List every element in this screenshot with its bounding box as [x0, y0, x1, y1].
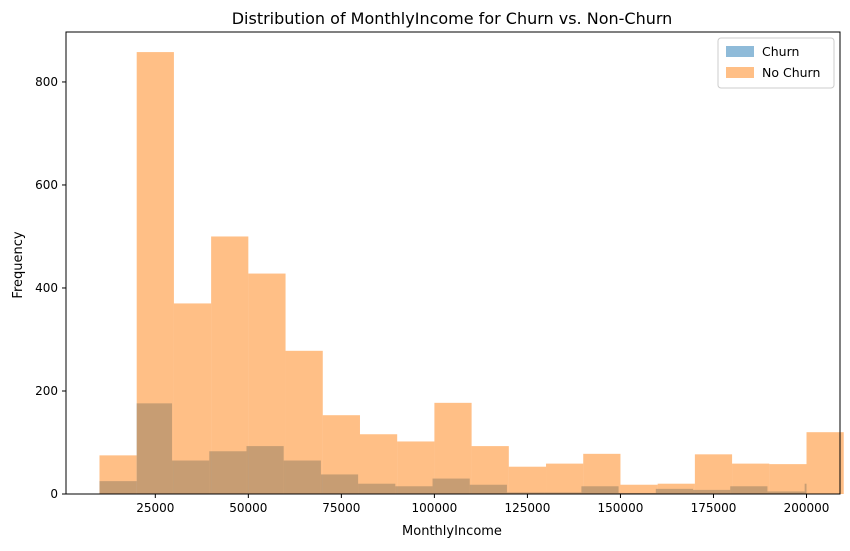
- legend-swatch: [726, 67, 754, 78]
- histogram-bar: [248, 273, 286, 494]
- x-axis-label: MonthlyIncome: [402, 524, 502, 539]
- y-tick-label: 0: [50, 487, 58, 501]
- histogram-bar: [620, 484, 658, 494]
- y-tick-label: 800: [35, 75, 58, 89]
- x-tick-label: 175000: [691, 501, 737, 515]
- histogram-bar: [508, 466, 547, 494]
- x-tick-label: 100000: [411, 501, 457, 515]
- histogram-bar: [583, 453, 621, 494]
- x-tick-label: 150000: [598, 501, 644, 515]
- histogram-bar: [173, 303, 212, 494]
- histogram-bar: [806, 432, 844, 494]
- histogram-bar: [285, 350, 323, 494]
- histogram-bar: [322, 415, 360, 494]
- chart-title: Distribution of MonthlyIncome for Churn …: [232, 9, 673, 28]
- x-tick-label: 125000: [505, 501, 551, 515]
- y-tick-label: 600: [35, 178, 58, 192]
- y-axis-label: Frequency: [11, 231, 26, 298]
- x-tick-label: 200000: [784, 501, 830, 515]
- histogram-bar: [769, 464, 807, 494]
- x-tick-label: 75000: [322, 501, 360, 515]
- histogram-bar: [546, 463, 584, 494]
- histogram-bar: [434, 402, 472, 494]
- histogram-bar: [732, 463, 770, 494]
- legend-label: Churn: [762, 44, 799, 59]
- x-tick-label: 25000: [136, 501, 174, 515]
- legend-label: No Churn: [762, 65, 820, 80]
- x-tick-label: 50000: [229, 501, 267, 515]
- histogram-bar: [136, 52, 174, 495]
- histogram-bar: [694, 454, 733, 494]
- y-tick-label: 200: [35, 384, 58, 398]
- series-no-churn: [99, 52, 844, 495]
- histogram-bar: [471, 446, 509, 494]
- histogram-bar: [359, 434, 398, 494]
- axes-layer: 25000 50000 75000 100000 125000 150000 175000 2…: [35, 31, 841, 515]
- histogram-bar: [397, 441, 435, 494]
- y-tick-label: 400: [35, 281, 58, 295]
- histogram-bar: [99, 455, 137, 494]
- plot-frame: [65, 31, 841, 495]
- legend-swatch: [726, 46, 754, 57]
- bars-layer: [99, 52, 844, 495]
- histogram-bar: [211, 236, 249, 494]
- legend: Churn No Churn: [717, 37, 835, 89]
- histogram-bar: [657, 483, 695, 494]
